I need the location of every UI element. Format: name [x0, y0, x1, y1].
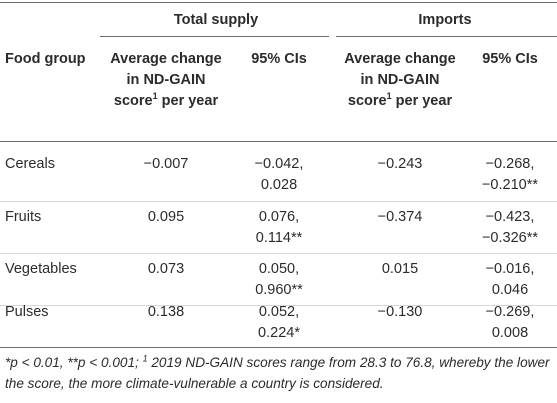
row-fruits-ts-ci-low: 0.076,: [258, 209, 300, 225]
footnote-significance: *p < 0.01, **p < 0.001;: [5, 355, 143, 370]
row-vegetables-ts-ci: 0.050, 0.960**: [234, 259, 324, 301]
row-fruits-im-avg: −0.374: [377, 209, 423, 225]
group-underline-total-supply: [100, 36, 329, 37]
row-pulses-im-avg: −0.130: [377, 304, 423, 320]
row-fruits-im-ci-high: −0.326**: [481, 230, 539, 246]
row-fruits-ts-avg: 0.095: [147, 209, 185, 225]
col-header-im-avg-post: per year: [391, 93, 453, 109]
col-header-im-avg-sup: 1: [386, 91, 392, 102]
row-cereals-im-ci-low: −0.268,: [485, 156, 535, 172]
row-vegetables-im-ci-low: −0.016,: [485, 261, 535, 277]
row-cereals-ts-ci: −0.042, 0.028: [234, 154, 324, 196]
row-cereals-ts-ci-low: −0.042,: [254, 156, 304, 172]
footnote-sup: 1: [142, 353, 148, 364]
row-pulses-im-ci-high: 0.008: [491, 325, 529, 341]
col-header-im-avg-change: Average change in ND-GAIN score1 per yea…: [344, 49, 456, 112]
row-fruits-group: Fruits: [5, 209, 42, 225]
row-pulses-im-ci-low: −0.269,: [485, 304, 535, 320]
row-pulses-ts-avg: 0.138: [147, 304, 185, 320]
footnote-text: 2019 ND-GAIN scores range from 28.3 to 7…: [5, 355, 550, 391]
row-vegetables-ts-ci-low: 0.050,: [258, 261, 300, 277]
row-divider: [0, 253, 557, 254]
row-fruits-ts-ci-high: 0.114**: [255, 230, 303, 246]
row-fruits-im-ci-low: −0.423,: [485, 209, 535, 225]
row-pulses-ts-ci-high: 0.224*: [258, 325, 300, 341]
col-header-ts-ci: 95% CIs: [251, 51, 307, 67]
row-cereals-group: Cereals: [5, 156, 55, 172]
row-vegetables-im-avg: 0.015: [381, 261, 419, 277]
row-cereals-im-avg: −0.243: [377, 156, 423, 172]
row-divider: [0, 305, 557, 306]
row-cereals-ts-ci-high: 0.028: [260, 177, 298, 193]
col-header-ts-avg-change: Average change in ND-GAIN score1 per yea…: [110, 49, 222, 112]
row-vegetables-ts-ci-high: 0.960**: [255, 282, 303, 298]
col-header-im-avg-text: Average change in ND-GAIN score: [344, 51, 456, 109]
top-rule: [0, 2, 557, 3]
row-divider: [0, 201, 557, 202]
bottom-rule: [0, 347, 557, 348]
group-header-imports: Imports: [418, 12, 472, 28]
row-cereals-ts-avg: −0.007: [143, 156, 189, 172]
row-fruits-im-ci: −0.423, −0.326**: [466, 207, 554, 249]
header-rule: [0, 141, 557, 142]
col-header-ts-avg-post: per year: [157, 93, 219, 109]
row-vegetables-im-ci-high: 0.046: [491, 282, 529, 298]
row-fruits-ts-ci: 0.076, 0.114**: [234, 207, 324, 249]
row-vegetables-im-ci: −0.016, 0.046: [466, 259, 554, 301]
row-cereals-im-ci: −0.268, −0.210**: [466, 154, 554, 196]
row-pulses-im-ci: −0.269, 0.008: [466, 302, 554, 344]
group-underline-imports: [336, 36, 557, 37]
row-vegetables-ts-avg: 0.073: [147, 261, 185, 277]
group-header-total-supply: Total supply: [173, 12, 259, 28]
col-header-food-group: Food group: [5, 51, 86, 67]
row-pulses-ts-ci: 0.052, 0.224*: [234, 302, 324, 344]
col-header-ts-avg-text: Average change in ND-GAIN score: [110, 51, 222, 109]
row-vegetables-group: Vegetables: [5, 261, 77, 277]
table-footnote: *p < 0.01, **p < 0.001; 1 2019 ND-GAIN s…: [5, 352, 553, 394]
row-pulses-ts-ci-low: 0.052,: [258, 304, 300, 320]
row-cereals-im-ci-high: −0.210**: [481, 177, 539, 193]
col-header-im-ci: 95% CIs: [482, 51, 538, 67]
row-pulses-group: Pulses: [5, 304, 49, 320]
col-header-ts-avg-sup: 1: [152, 91, 158, 102]
